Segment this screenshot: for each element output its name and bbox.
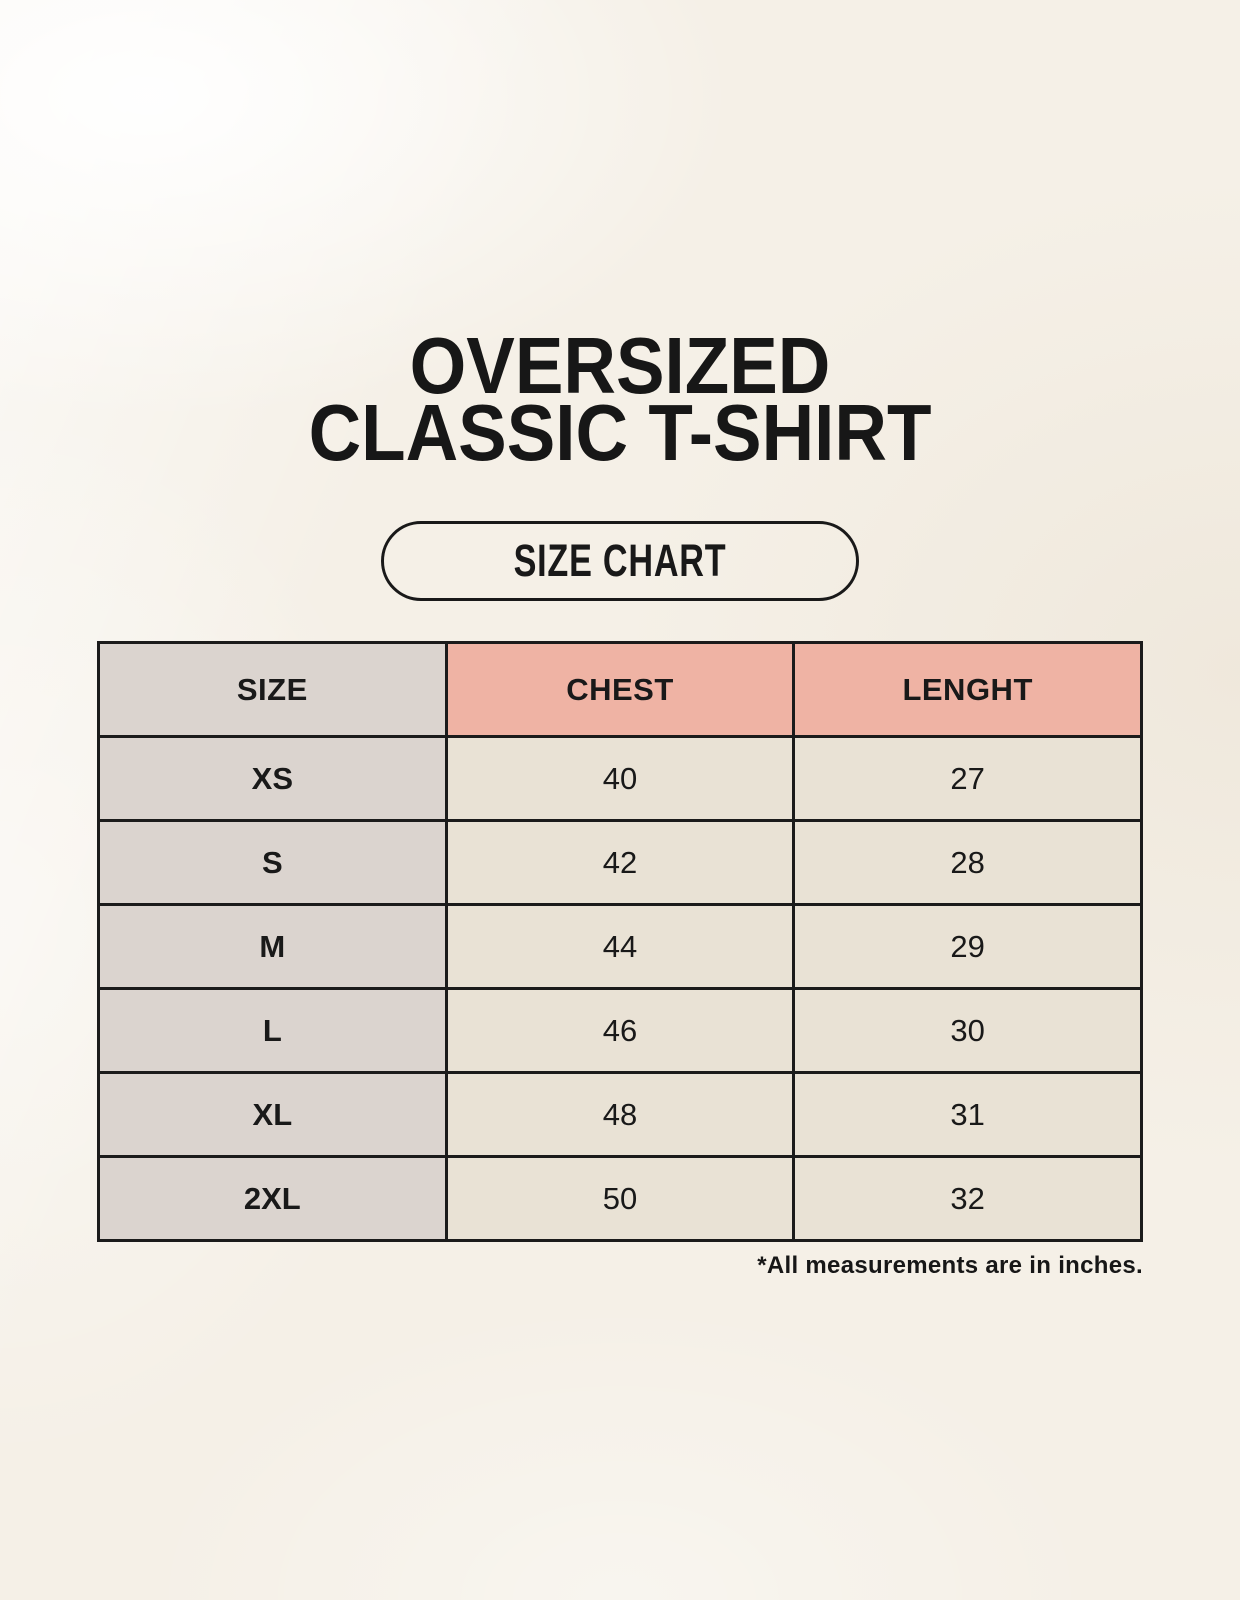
lenght-cell: 31 (792, 1071, 1143, 1158)
page-title-line-2: CLASSIC T-SHIRT (308, 388, 932, 477)
measurements-footnote: *All measurements are in inches. (757, 1252, 1143, 1279)
chest-cell: 48 (444, 1071, 796, 1158)
size-cell: S (97, 819, 448, 906)
size-chart-button[interactable]: SIZE CHART (381, 521, 859, 601)
column-header-size: SIZE (97, 641, 448, 738)
lenght-cell: 29 (792, 903, 1143, 990)
size-cell: XL (97, 1071, 448, 1158)
size-cell: 2XL (97, 1155, 448, 1242)
table-row-s: S 42 28 (97, 819, 1143, 906)
size-cell: XS (97, 735, 448, 822)
page-title-line-1: OVERSIZED (409, 321, 831, 410)
table-header-row: SIZE CHEST LENGHT (97, 641, 1143, 738)
lenght-cell: 30 (792, 987, 1143, 1074)
table-row-xl: XL 48 31 (97, 1071, 1143, 1158)
size-chart-button-label: SIZE CHART (513, 535, 727, 586)
chest-cell: 40 (444, 735, 796, 822)
chest-cell: 50 (444, 1155, 796, 1242)
table-row-l: L 46 30 (97, 987, 1143, 1074)
size-chart-table: SIZE CHEST LENGHT XS 40 27 S 42 28 M 44 … (97, 641, 1143, 1242)
column-header-lenght: LENGHT (792, 641, 1143, 738)
table-row-xs: XS 40 27 (97, 735, 1143, 822)
size-cell: M (97, 903, 448, 990)
chest-cell: 46 (444, 987, 796, 1074)
table-row-m: M 44 29 (97, 903, 1143, 990)
column-header-chest: CHEST (444, 641, 796, 738)
table-row-2xl: 2XL 50 32 (97, 1155, 1143, 1242)
chest-cell: 42 (444, 819, 796, 906)
lenght-cell: 32 (792, 1155, 1143, 1242)
lenght-cell: 28 (792, 819, 1143, 906)
page-title: OVERSIZED CLASSIC T-SHIRT (56, 0, 1184, 477)
size-cell: L (97, 987, 448, 1074)
lenght-cell: 27 (792, 735, 1143, 822)
chest-cell: 44 (444, 903, 796, 990)
